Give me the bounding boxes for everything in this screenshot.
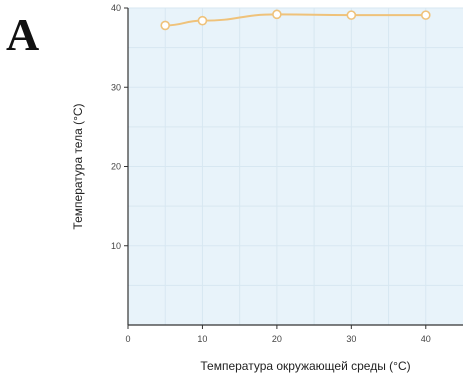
data-point	[346, 10, 357, 20]
ticks: 0 10 20 30 40 10 20 30 40	[111, 3, 431, 344]
series-group	[160, 9, 431, 31]
y-tick-label: 10	[111, 241, 121, 251]
x-tick-label: 40	[421, 334, 431, 344]
data-point	[197, 15, 208, 26]
x-axis-title: Температура окружающей среды (°C)	[200, 359, 410, 373]
y-tick-label: 30	[111, 82, 121, 92]
data-point	[420, 10, 431, 20]
panel-label: A	[6, 9, 40, 60]
x-tick-label: 30	[346, 334, 356, 344]
y-tick-label: 20	[111, 162, 121, 172]
y-tick-label: 40	[111, 3, 121, 13]
x-tick-label: 10	[197, 334, 207, 344]
data-point	[272, 9, 282, 20]
x-tick-label: 20	[272, 334, 282, 344]
data-point	[160, 20, 171, 31]
y-axis-title: Температура тела (°C)	[71, 103, 85, 229]
grid-lines	[128, 7, 463, 325]
x-tick-label: 0	[125, 334, 130, 344]
